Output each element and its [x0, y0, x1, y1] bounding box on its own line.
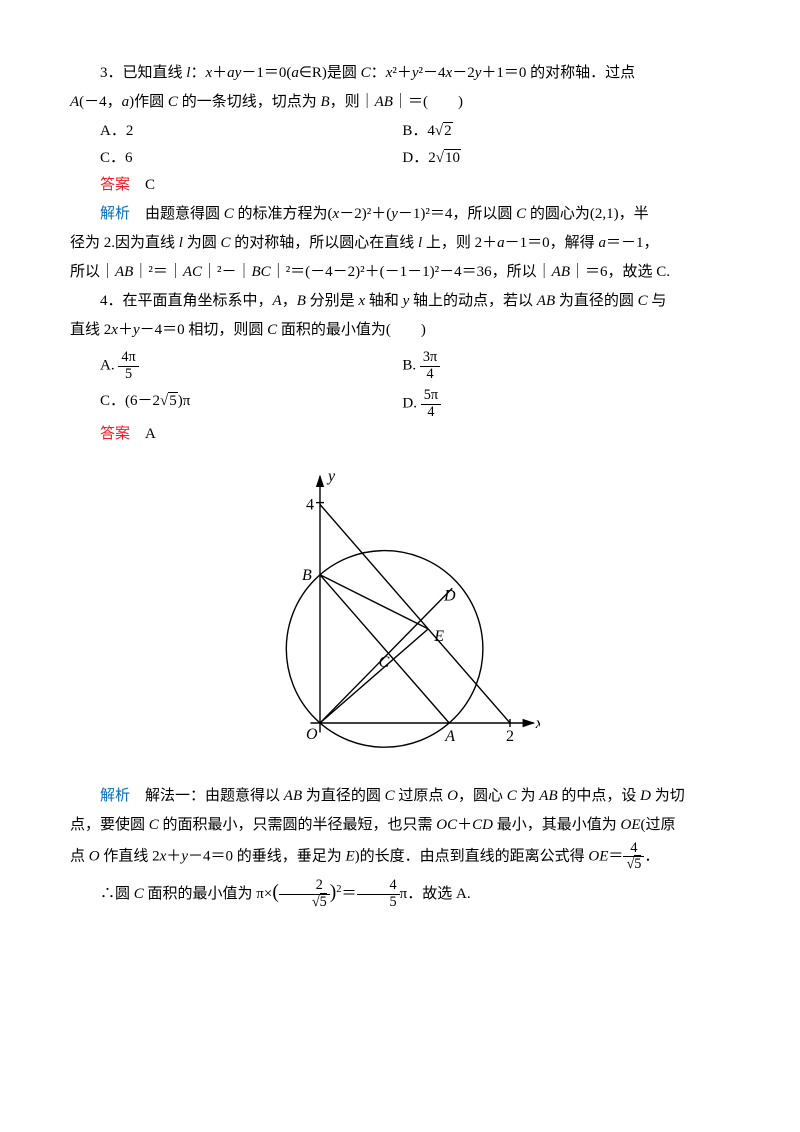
q3-options-row2: C．6 D．210: [100, 145, 730, 172]
q3-eq2: x²＋y²－4x－2y＋1＝0 的对称轴．过点: [386, 65, 635, 81]
q4-answer: 答案 A: [70, 421, 730, 448]
q4-conclusion: ∴圆 C 面积的最小值为 π×(2√5)2＝45π．故选 A.: [70, 875, 730, 911]
q3-optB: B．42: [402, 118, 730, 145]
svg-text:O: O: [306, 726, 318, 743]
q3-optC: C．6: [100, 145, 402, 172]
q4-analysis-l3: 点 O 作直线 2x＋y－4＝0 的垂线，垂足为 E)的长度．由点到直线的距离公…: [70, 841, 730, 873]
q4-optD: D. 5π4: [402, 388, 730, 420]
q4-options-row1: A. 4π5 B. 3π4: [100, 350, 730, 382]
q4-optC: C．(6－25)π: [100, 388, 402, 420]
svg-text:B: B: [302, 566, 312, 583]
svg-text:A: A: [444, 728, 455, 745]
svg-text:E: E: [433, 628, 444, 645]
geometry-diagram: 24OABCDEyx: [260, 463, 540, 763]
svg-text:x: x: [535, 715, 540, 732]
q3-analysis-l2: 径为 2.因为直线 l 为圆 C 的对称轴，所以圆心在直线 l 上，则 2＋a－…: [70, 230, 730, 257]
q3-optD: D．210: [402, 145, 730, 172]
q4-diagram: 24OABCDEyx: [70, 463, 730, 773]
q3-analysis-l1: 解析 由题意得圆 C 的标准方程为(x－2)²＋(y－1)²＝4，所以圆 C 的…: [70, 201, 730, 228]
svg-text:D: D: [443, 587, 456, 604]
q3-stem-line1: 3．已知直线 l：x＋ay－1＝0(a∈R)是圆 C：x²＋y²－4x－2y＋1…: [70, 60, 730, 87]
q4-stem-line1: 4．在平面直角坐标系中，A，B 分别是 x 轴和 y 轴上的动点，若以 AB 为…: [70, 288, 730, 315]
q4-stem-line2: 直线 2x＋y－4＝0 相切，则圆 C 面积的最小值为( ): [70, 317, 730, 344]
svg-text:y: y: [326, 467, 336, 484]
q3-optA: A．2: [100, 118, 402, 145]
q3-analysis-l3: 所以｜AB｜²＝｜AC｜²－｜BC｜²＝(－4－2)²＋(－1－1)²－4＝36…: [70, 259, 730, 286]
q3-stem-line2: A(－4，a)作圆 C 的一条切线，切点为 B，则｜AB｜＝( ): [70, 89, 730, 116]
q3-num: 3．: [100, 65, 123, 81]
q4-analysis-l2: 点，要使圆 C 的面积最小，只需圆的半径最短，也只需 OC＋CD 最小，其最小值…: [70, 812, 730, 839]
q4-options-row2: C．(6－25)π D. 5π4: [100, 388, 730, 420]
svg-text:4: 4: [306, 496, 314, 513]
q3-answer: 答案 C: [70, 172, 730, 199]
q4-optA: A. 4π5: [100, 350, 402, 382]
q4-num: 4．: [100, 293, 123, 309]
q4-optB: B. 3π4: [402, 350, 730, 382]
q4-analysis-l1: 解析 解法一：由题意得以 AB 为直径的圆 C 过原点 O，圆心 C 为 AB …: [70, 783, 730, 810]
q3-options-row1: A．2 B．42: [100, 118, 730, 145]
svg-text:2: 2: [506, 728, 514, 745]
